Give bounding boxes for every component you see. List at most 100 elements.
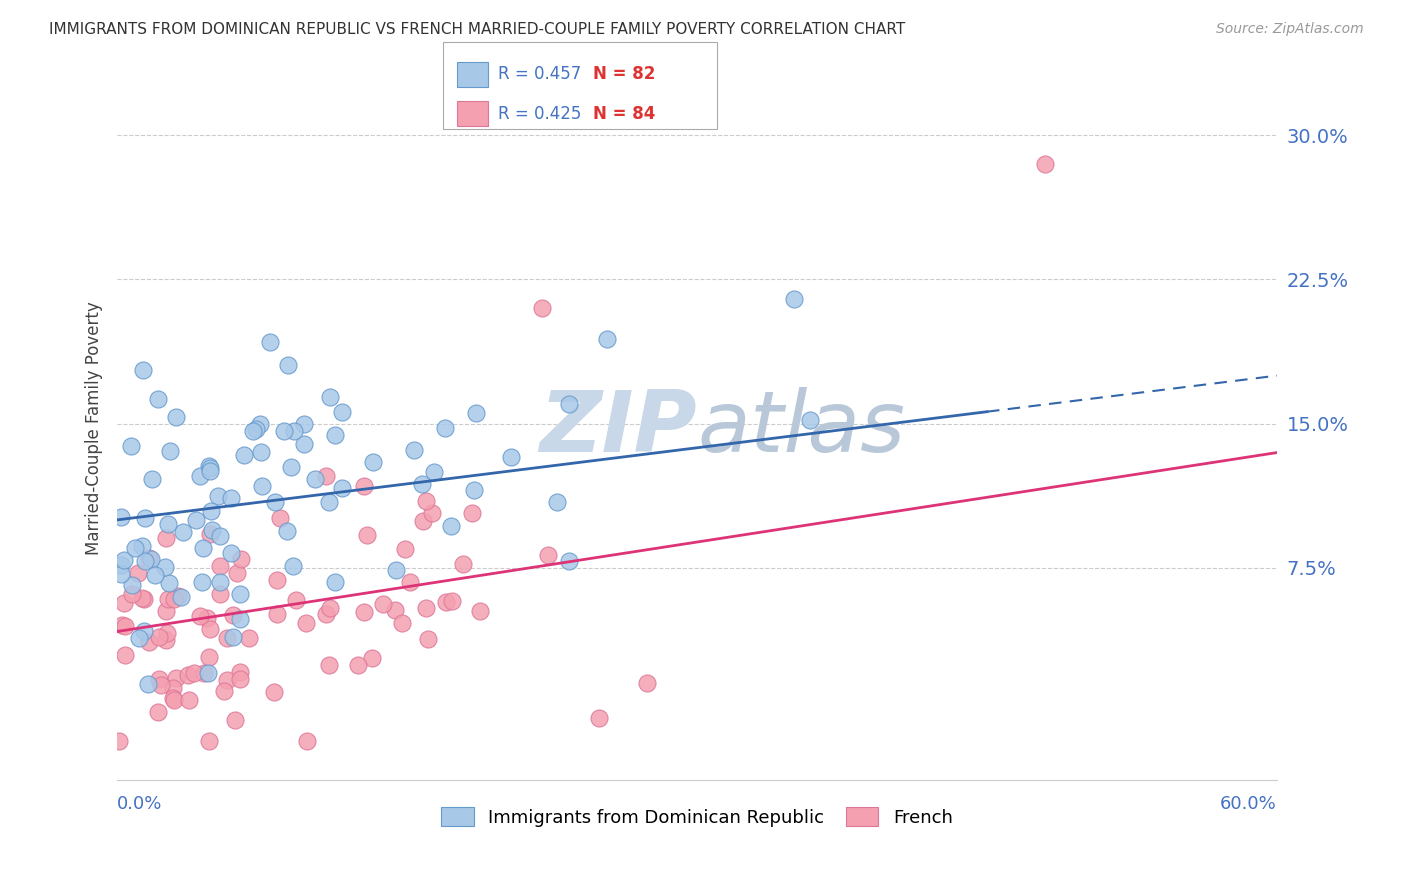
- Point: [259, 335, 281, 350]
- Point: [276, 524, 298, 538]
- Point: [209, 529, 232, 543]
- Point: [531, 301, 554, 316]
- Point: [165, 410, 187, 425]
- Point: [546, 495, 568, 509]
- Point: [146, 705, 169, 719]
- Point: [134, 554, 156, 568]
- Point: [463, 483, 485, 497]
- Point: [596, 333, 619, 347]
- Point: [323, 575, 346, 590]
- Point: [163, 592, 186, 607]
- Point: [148, 630, 170, 644]
- Point: [132, 591, 155, 606]
- Point: [423, 465, 446, 479]
- Point: [209, 559, 232, 574]
- Y-axis label: Married-Couple Family Poverty: Married-Couple Family Poverty: [86, 301, 103, 556]
- Text: 0.0%: 0.0%: [117, 795, 163, 813]
- Point: [415, 600, 437, 615]
- Point: [283, 558, 305, 573]
- Point: [143, 568, 166, 582]
- Point: [141, 472, 163, 486]
- Point: [371, 598, 394, 612]
- Point: [384, 563, 406, 577]
- Text: Source: ZipAtlas.com: Source: ZipAtlas.com: [1216, 22, 1364, 37]
- Point: [163, 693, 186, 707]
- Point: [191, 575, 214, 590]
- Point: [156, 626, 179, 640]
- Point: [155, 531, 177, 545]
- Point: [433, 421, 456, 435]
- Point: [269, 511, 291, 525]
- Point: [266, 574, 288, 588]
- Point: [465, 406, 488, 420]
- Point: [229, 552, 252, 566]
- Point: [283, 424, 305, 438]
- Point: [402, 442, 425, 457]
- Point: [411, 477, 433, 491]
- Point: [136, 677, 159, 691]
- Point: [155, 603, 177, 617]
- Point: [249, 417, 271, 431]
- Point: [228, 672, 250, 686]
- Point: [319, 390, 342, 404]
- Point: [558, 397, 581, 411]
- Point: [420, 506, 443, 520]
- Point: [184, 513, 207, 527]
- Point: [394, 541, 416, 556]
- Point: [361, 455, 384, 469]
- Point: [233, 448, 256, 462]
- Point: [228, 587, 250, 601]
- Point: [110, 558, 132, 572]
- Point: [588, 711, 610, 725]
- Point: [451, 557, 474, 571]
- Point: [198, 622, 221, 636]
- Text: 60.0%: 60.0%: [1220, 795, 1277, 813]
- Point: [416, 632, 439, 646]
- Point: [146, 392, 169, 407]
- Text: atlas: atlas: [697, 387, 905, 470]
- Point: [157, 576, 180, 591]
- Point: [468, 604, 491, 618]
- Point: [200, 504, 222, 518]
- Point: [412, 515, 434, 529]
- Point: [242, 424, 264, 438]
- Point: [461, 506, 484, 520]
- Point: [148, 672, 170, 686]
- Point: [304, 472, 326, 486]
- Point: [209, 587, 232, 601]
- Point: [238, 631, 260, 645]
- Point: [292, 417, 315, 431]
- Point: [191, 541, 214, 555]
- Point: [284, 593, 307, 607]
- Point: [110, 510, 132, 524]
- Point: [198, 649, 221, 664]
- Point: [315, 468, 337, 483]
- Point: [198, 527, 221, 541]
- Point: [156, 592, 179, 607]
- Point: [208, 574, 231, 589]
- Point: [222, 608, 245, 623]
- Point: [131, 591, 153, 605]
- Point: [138, 635, 160, 649]
- Text: R = 0.457: R = 0.457: [498, 65, 581, 83]
- Point: [112, 596, 135, 610]
- Point: [330, 405, 353, 419]
- Point: [315, 607, 337, 621]
- Text: R = 0.425: R = 0.425: [498, 104, 581, 122]
- Point: [157, 516, 180, 531]
- Point: [384, 603, 406, 617]
- Point: [330, 481, 353, 495]
- Point: [226, 566, 249, 581]
- Point: [131, 363, 153, 377]
- Point: [172, 524, 194, 539]
- Point: [319, 601, 342, 615]
- Point: [356, 528, 378, 542]
- Point: [207, 489, 229, 503]
- Point: [121, 587, 143, 601]
- Point: [114, 648, 136, 662]
- Text: N = 82: N = 82: [593, 65, 655, 83]
- Point: [263, 494, 285, 508]
- Point: [228, 665, 250, 679]
- Point: [295, 734, 318, 748]
- Point: [361, 651, 384, 665]
